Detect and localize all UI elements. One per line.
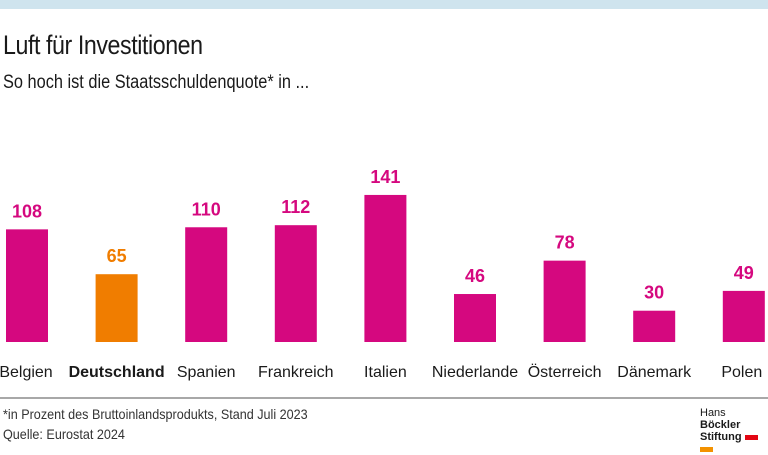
value-label: 112 — [281, 197, 310, 217]
bar-frankreich — [274, 225, 317, 342]
bar-österreich — [543, 260, 586, 342]
value-label: 110 — [192, 199, 221, 219]
divider — [0, 397, 768, 399]
bar-polen — [722, 290, 765, 342]
value-label: 65 — [107, 246, 127, 266]
bar-chart: 108 Belgien 65 Deutschland 110 Spanien 112 Fran… — [0, 167, 765, 381]
category-label: Niederlande — [432, 364, 518, 381]
bar-dänemark — [633, 310, 676, 342]
category-label: Dänemark — [617, 364, 692, 381]
bar-deutschland — [95, 274, 138, 342]
category-label: Frankreich — [258, 364, 334, 381]
value-label: 78 — [555, 233, 575, 253]
chart-subtitle: So hoch ist die Staatsschuldenquote* in … — [3, 72, 310, 93]
category-label: Italien — [364, 364, 407, 381]
bar-italien — [364, 194, 407, 342]
category-label: Spanien — [177, 364, 236, 381]
category-label: Belgien — [0, 364, 53, 381]
bar-niederlande — [454, 294, 496, 342]
value-label: 30 — [644, 283, 664, 303]
value-label: 46 — [465, 266, 485, 286]
category-label: Polen — [721, 364, 762, 381]
chart-title: Luft für Investitionen — [3, 30, 203, 60]
source: Quelle: Eurostat 2024 — [3, 426, 125, 442]
bar-belgien — [6, 229, 48, 342]
top-band — [0, 0, 768, 9]
value-label: 108 — [12, 201, 42, 221]
hans-boeckler-logo: Hans Böckler Stiftung — [700, 407, 768, 455]
value-label: 49 — [734, 263, 754, 283]
footnote: *in Prozent des Bruttoinlandsprodukts, S… — [3, 406, 308, 422]
category-label: Österreich — [528, 363, 602, 381]
bar-spanien — [185, 227, 228, 342]
category-label: Deutschland — [69, 364, 165, 381]
value-label: 141 — [370, 167, 400, 187]
